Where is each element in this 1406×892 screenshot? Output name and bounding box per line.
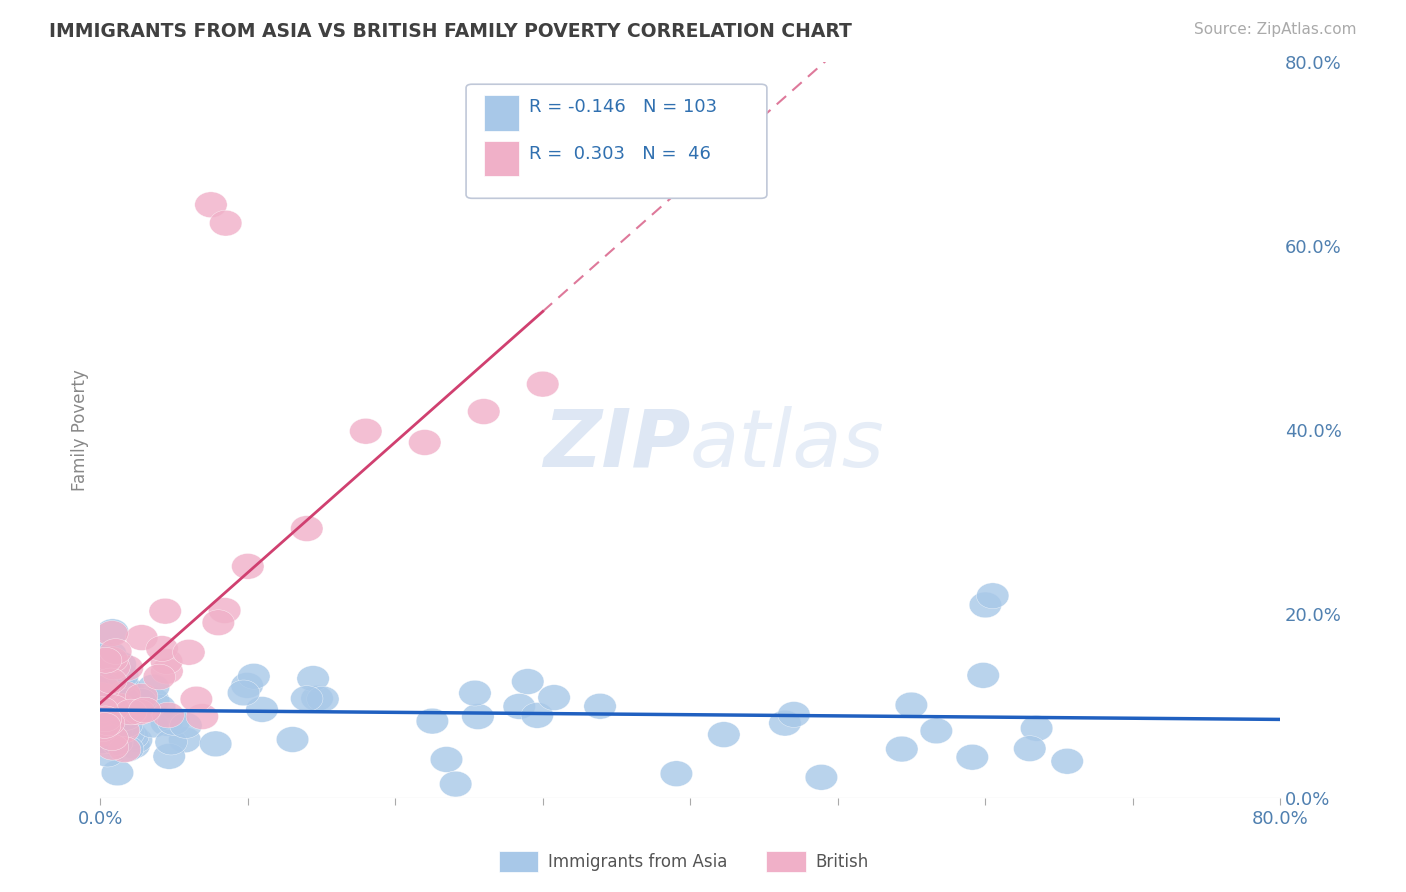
- Text: IMMIGRANTS FROM ASIA VS BRITISH FAMILY POVERTY CORRELATION CHART: IMMIGRANTS FROM ASIA VS BRITISH FAMILY P…: [49, 22, 852, 41]
- Y-axis label: Family Poverty: Family Poverty: [72, 369, 89, 491]
- Text: Source: ZipAtlas.com: Source: ZipAtlas.com: [1194, 22, 1357, 37]
- Text: British: British: [815, 853, 869, 871]
- FancyBboxPatch shape: [465, 84, 766, 198]
- Text: Immigrants from Asia: Immigrants from Asia: [548, 853, 728, 871]
- Text: atlas: atlas: [690, 406, 884, 483]
- FancyBboxPatch shape: [484, 141, 519, 177]
- Text: ZIP: ZIP: [543, 406, 690, 483]
- FancyBboxPatch shape: [484, 95, 519, 130]
- Text: R = -0.146   N = 103: R = -0.146 N = 103: [529, 98, 717, 116]
- Text: R =  0.303   N =  46: R = 0.303 N = 46: [529, 145, 710, 163]
